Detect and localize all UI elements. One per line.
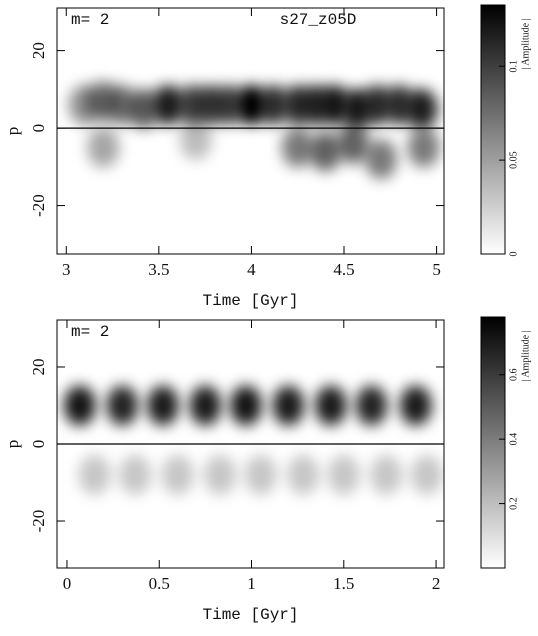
colorbar-tick-label: 0.4: [508, 433, 519, 446]
amplitude-blob: [146, 385, 179, 426]
y-tick-label: -20: [29, 510, 48, 533]
x-tick-label: 2: [432, 574, 441, 593]
x-tick-label: 3: [62, 260, 71, 279]
amplitude-blob: [370, 454, 403, 495]
amplitude-blob: [152, 84, 185, 125]
colorbar-tick-label: 0: [508, 252, 519, 257]
x-tick-label: 0.5: [149, 574, 170, 593]
colorbar: [480, 4, 506, 255]
amplitude-blob: [235, 84, 268, 125]
colorbar-tick-label: 0.2: [508, 497, 519, 510]
amplitude-blob: [407, 127, 440, 168]
amplitude-blob: [281, 127, 314, 168]
amplitude-blob: [244, 454, 277, 495]
colorbar-tick-label: 0.6: [508, 369, 519, 382]
colorbar-tick-label: 0.05: [508, 151, 519, 169]
x-tick-label: 4.5: [333, 260, 354, 279]
amplitude-blob: [213, 84, 246, 125]
amplitude-blob: [128, 88, 161, 129]
amplitude-blob: [63, 385, 96, 426]
amplitude-blob: [257, 84, 290, 125]
panel-label: m= 2: [71, 323, 109, 341]
y-tick-label: -20: [29, 194, 48, 217]
colorbar-label: | Amplitude |: [520, 330, 531, 381]
x-tick-label: 1: [247, 574, 256, 593]
y-tick-label: 20: [29, 42, 48, 59]
amplitude-blob: [314, 385, 347, 426]
y-tick-label: 0: [29, 440, 48, 449]
x-axis-label: Time [Gyr]: [202, 606, 298, 624]
amplitude-blob: [287, 454, 320, 495]
y-tick-label: 20: [29, 358, 48, 375]
amplitude-blob: [410, 454, 443, 495]
x-tick-label: 1.5: [333, 574, 354, 593]
amplitude-blob: [405, 88, 438, 129]
amplitude-blob: [189, 385, 222, 426]
heatmap: [63, 385, 443, 495]
heatmap: [68, 80, 440, 180]
amplitude-blob: [161, 454, 194, 495]
colorbar-label: | Amplitude |: [520, 18, 531, 69]
amplitude-blob: [87, 127, 120, 168]
colorbar: [480, 316, 506, 569]
amplitude-blob: [204, 454, 237, 495]
amplitude-blob: [106, 385, 139, 426]
amplitude-blob: [229, 385, 262, 426]
amplitude-blob: [399, 385, 432, 426]
amplitude-blob: [355, 385, 388, 426]
amplitude-blob: [365, 139, 398, 180]
colorbar-tick-label: 0.1: [508, 60, 519, 73]
y-axis-label: p: [3, 440, 22, 449]
x-tick-label: 3.5: [148, 260, 169, 279]
x-tick-label: 5: [432, 260, 441, 279]
panel-label: m= 2: [71, 11, 109, 29]
amplitude-blob: [78, 454, 111, 495]
amplitude-blob: [337, 123, 370, 164]
amplitude-blob: [119, 454, 152, 495]
x-tick-label: 4: [247, 260, 256, 279]
y-tick-label: 0: [29, 124, 48, 133]
run-label: s27_z05D: [280, 11, 357, 29]
amplitude-blob: [272, 385, 305, 426]
y-axis-label: p: [3, 127, 22, 136]
x-axis-label: Time [Gyr]: [202, 292, 298, 310]
x-tick-label: 0: [63, 574, 72, 593]
amplitude-blob: [327, 454, 360, 495]
amplitude-blob: [309, 131, 342, 172]
plot-frame: [56, 7, 445, 255]
amplitude-blob: [179, 119, 212, 160]
amplitude-blob: [361, 84, 394, 125]
